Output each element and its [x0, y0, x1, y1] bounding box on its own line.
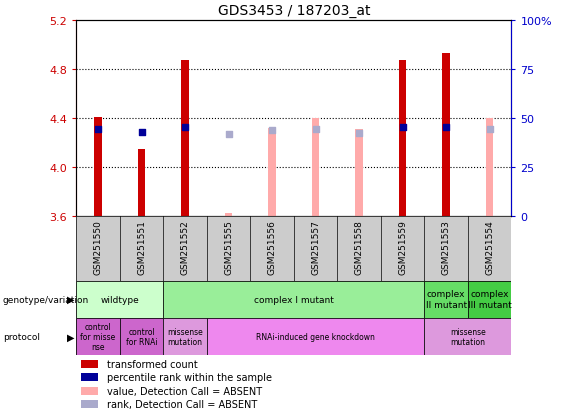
Bar	[76, 281, 163, 318]
Text: missense
mutation: missense mutation	[167, 327, 203, 346]
Text: ▶: ▶	[67, 332, 74, 342]
Bar	[355, 130, 363, 217]
Bar	[163, 318, 207, 355]
Text: control
for misse
nse: control for misse nse	[80, 322, 116, 351]
Point	[355, 130, 364, 137]
Bar	[120, 318, 163, 355]
Bar	[424, 281, 468, 318]
Bar	[81, 387, 98, 394]
Bar	[94, 118, 102, 217]
Text: GSM251553: GSM251553	[442, 220, 450, 275]
Title: GDS3453 / 187203_at: GDS3453 / 187203_at	[218, 4, 370, 18]
Bar	[81, 373, 98, 381]
Text: GSM251556: GSM251556	[268, 220, 276, 275]
Point	[442, 124, 451, 131]
Point	[311, 126, 320, 133]
Text: GSM251550: GSM251550	[94, 220, 102, 275]
Point	[94, 126, 103, 133]
Text: complex I mutant: complex I mutant	[254, 295, 334, 304]
Text: GSM251552: GSM251552	[181, 220, 189, 275]
Bar	[399, 61, 406, 217]
Text: GSM251558: GSM251558	[355, 220, 363, 275]
Text: wildtype: wildtype	[101, 295, 139, 304]
Text: GSM251551: GSM251551	[137, 220, 146, 275]
Point	[137, 129, 146, 135]
Bar	[76, 318, 120, 355]
Text: GSM251557: GSM251557	[311, 220, 320, 275]
Bar	[163, 281, 424, 318]
Text: rank, Detection Call = ABSENT: rank, Detection Call = ABSENT	[107, 399, 257, 409]
Bar	[486, 119, 493, 217]
Point	[268, 128, 277, 134]
Text: GSM251554: GSM251554	[485, 220, 494, 275]
Bar	[225, 213, 232, 217]
Point	[180, 124, 189, 131]
Text: GSM251555: GSM251555	[224, 220, 233, 275]
Point	[485, 126, 494, 133]
Text: RNAi-induced gene knockdown: RNAi-induced gene knockdown	[256, 332, 375, 341]
Bar	[468, 281, 511, 318]
Text: complex
III mutant: complex III mutant	[468, 290, 511, 309]
Bar	[312, 119, 319, 217]
Bar	[181, 61, 189, 217]
Text: complex
II mutant: complex II mutant	[425, 290, 467, 309]
Text: missense
mutation: missense mutation	[450, 327, 486, 346]
Text: protocol: protocol	[3, 332, 40, 341]
Point	[224, 131, 233, 138]
Bar	[81, 360, 98, 368]
Bar	[424, 318, 511, 355]
Bar	[81, 400, 98, 408]
Text: ▶: ▶	[67, 294, 74, 304]
Point	[398, 124, 407, 131]
Text: GSM251559: GSM251559	[398, 220, 407, 275]
Bar	[207, 318, 424, 355]
Bar	[138, 150, 145, 217]
Text: value, Detection Call = ABSENT: value, Detection Call = ABSENT	[107, 386, 262, 396]
Text: genotype/variation: genotype/variation	[3, 295, 89, 304]
Text: transformed count: transformed count	[107, 359, 198, 369]
Bar	[268, 128, 276, 217]
Text: control
for RNAi: control for RNAi	[126, 327, 157, 346]
Text: percentile rank within the sample: percentile rank within the sample	[107, 373, 272, 382]
Bar	[442, 54, 450, 217]
